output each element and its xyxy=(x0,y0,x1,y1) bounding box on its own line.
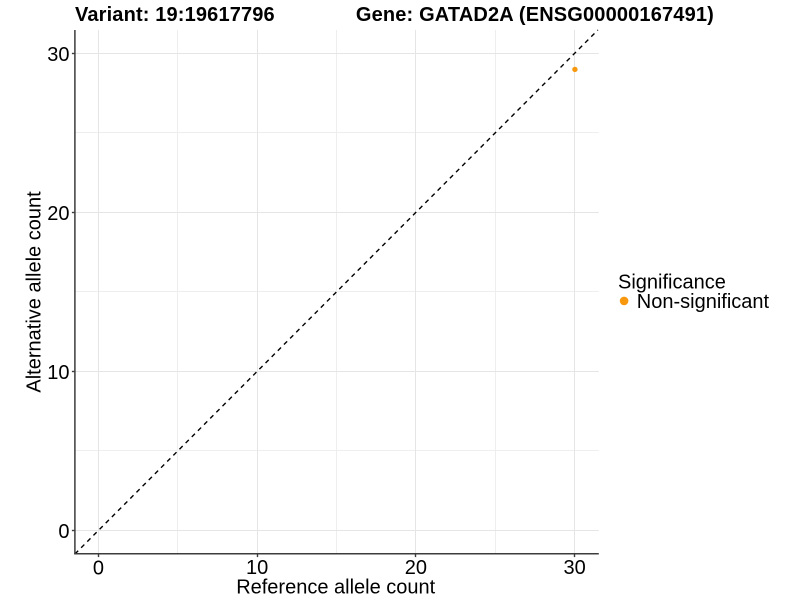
svg-text:Non-significant: Non-significant xyxy=(637,291,770,313)
svg-text:30: 30 xyxy=(563,557,585,579)
svg-text:Gene: GATAD2A (ENSG00000167491: Gene: GATAD2A (ENSG00000167491) xyxy=(356,4,714,26)
svg-text:30: 30 xyxy=(47,44,69,66)
svg-text:0: 0 xyxy=(58,521,69,543)
svg-text:20: 20 xyxy=(47,203,69,225)
svg-text:10: 10 xyxy=(246,557,268,579)
svg-text:10: 10 xyxy=(47,362,69,384)
svg-text:20: 20 xyxy=(405,557,427,579)
svg-text:Variant: 19:19617796: Variant: 19:19617796 xyxy=(75,4,275,26)
svg-text:Reference allele count: Reference allele count xyxy=(236,577,435,599)
svg-text:Significance: Significance xyxy=(618,271,726,293)
svg-text:0: 0 xyxy=(93,557,104,579)
svg-text:Alternative allele count: Alternative allele count xyxy=(24,191,46,393)
